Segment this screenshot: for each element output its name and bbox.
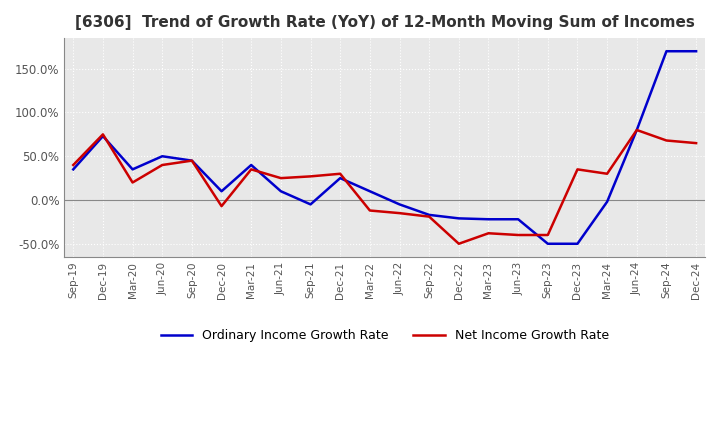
Net Income Growth Rate: [366, 208, 374, 213]
Net Income Growth Rate: [69, 162, 78, 168]
Net Income Growth Rate: [544, 232, 552, 238]
Net Income Growth Rate: [128, 180, 137, 185]
Ordinary Income Growth Rate: [484, 216, 492, 222]
Net Income Growth Rate: [662, 138, 671, 143]
Ordinary Income Growth Rate: [395, 202, 404, 207]
Ordinary Income Growth Rate: [692, 48, 701, 54]
Ordinary Income Growth Rate: [276, 189, 285, 194]
Net Income Growth Rate: [454, 241, 463, 246]
Ordinary Income Growth Rate: [603, 199, 611, 205]
Net Income Growth Rate: [514, 232, 523, 238]
Ordinary Income Growth Rate: [247, 162, 256, 168]
Net Income Growth Rate: [188, 158, 197, 163]
Ordinary Income Growth Rate: [188, 158, 197, 163]
Ordinary Income Growth Rate: [573, 241, 582, 246]
Net Income Growth Rate: [425, 214, 433, 219]
Net Income Growth Rate: [336, 171, 344, 176]
Net Income Growth Rate: [306, 174, 315, 179]
Net Income Growth Rate: [158, 162, 166, 168]
Ordinary Income Growth Rate: [69, 167, 78, 172]
Net Income Growth Rate: [573, 167, 582, 172]
Ordinary Income Growth Rate: [158, 154, 166, 159]
Net Income Growth Rate: [692, 140, 701, 146]
Title: [6306]  Trend of Growth Rate (YoY) of 12-Month Moving Sum of Incomes: [6306] Trend of Growth Rate (YoY) of 12-…: [75, 15, 695, 30]
Ordinary Income Growth Rate: [425, 212, 433, 217]
Ordinary Income Growth Rate: [632, 127, 641, 132]
Ordinary Income Growth Rate: [99, 133, 107, 139]
Net Income Growth Rate: [395, 210, 404, 216]
Ordinary Income Growth Rate: [662, 48, 671, 54]
Net Income Growth Rate: [632, 127, 641, 132]
Ordinary Income Growth Rate: [336, 176, 344, 181]
Ordinary Income Growth Rate: [514, 216, 523, 222]
Net Income Growth Rate: [217, 203, 226, 209]
Ordinary Income Growth Rate: [454, 216, 463, 221]
Net Income Growth Rate: [276, 176, 285, 181]
Ordinary Income Growth Rate: [544, 241, 552, 246]
Net Income Growth Rate: [603, 171, 611, 176]
Ordinary Income Growth Rate: [217, 189, 226, 194]
Net Income Growth Rate: [247, 167, 256, 172]
Legend: Ordinary Income Growth Rate, Net Income Growth Rate: Ordinary Income Growth Rate, Net Income …: [156, 324, 613, 348]
Net Income Growth Rate: [99, 132, 107, 137]
Net Income Growth Rate: [484, 231, 492, 236]
Ordinary Income Growth Rate: [306, 202, 315, 207]
Line: Net Income Growth Rate: Net Income Growth Rate: [73, 130, 696, 244]
Ordinary Income Growth Rate: [128, 167, 137, 172]
Ordinary Income Growth Rate: [366, 189, 374, 194]
Line: Ordinary Income Growth Rate: Ordinary Income Growth Rate: [73, 51, 696, 244]
